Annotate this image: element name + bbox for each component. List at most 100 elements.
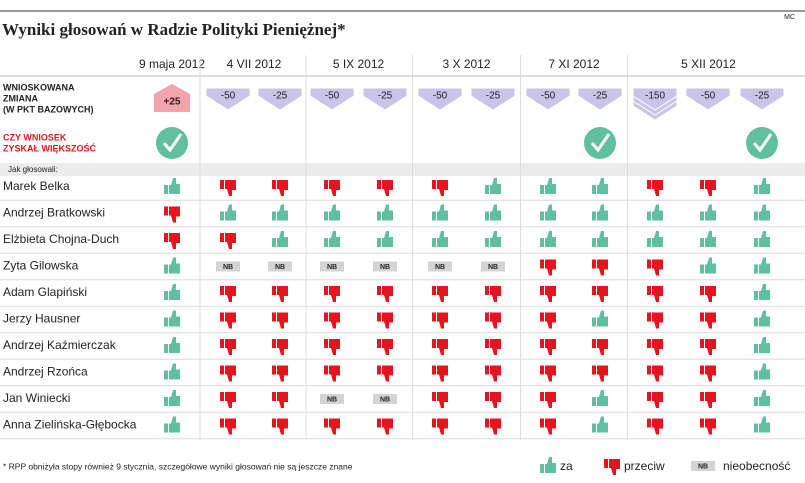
thumb-cuff [647,180,651,189]
thumb-cuff [220,312,224,322]
change-arrow-down [309,87,355,111]
thumb-down [220,312,236,329]
thumb-hand [652,204,663,221]
thumb-hand [545,178,556,194]
thumb-cuff [220,211,224,221]
thumb-cuff [592,259,596,269]
thumb-cuff [485,211,489,221]
thumb-hand [490,312,501,329]
check-mark [752,133,773,153]
thumb-cuff [432,418,436,428]
thumb-cuff [700,365,704,375]
change-arrow-down [362,87,408,111]
meeting-date: 4 VII 2012 [227,57,282,71]
thumb-hand [545,231,556,247]
thumb-hand [329,231,340,247]
thumb-cuff [754,370,758,380]
thumb-up [754,310,770,327]
thumb-hand [705,286,716,302]
thumb-hand [759,337,770,353]
thumb-down [377,180,393,196]
thumb-down [592,259,608,276]
thumb-hand [437,418,448,435]
thumb-cuff [540,339,544,348]
thumb-up [164,310,180,327]
thumb-hand [545,418,556,435]
change-value: -25 [378,91,393,102]
thumb-down [485,339,501,355]
thumb-down [540,339,556,355]
thumb-up [164,390,180,406]
thumb-cuff [377,312,381,322]
thumb-down [700,365,716,382]
change-arrow-down [739,87,785,111]
thumb-cuff [432,339,436,348]
thumb-hand [545,392,556,408]
thumb-hand [490,339,501,355]
change-value: -25 [593,91,608,102]
thumb-hand [597,390,608,406]
change-arrow-down [205,87,251,111]
thumb-down [592,286,608,302]
thumb-up [377,204,393,221]
thumb-hand [225,286,236,302]
thumb-up [272,204,288,221]
thumb-cuff [485,312,489,322]
thumb-cuff [754,344,758,353]
thumb-cuff [754,291,758,300]
thumb-hand [705,257,716,274]
thumb-hand [382,418,393,435]
nb-label: NB [380,396,390,403]
thumb-hand [545,259,556,276]
thumb-cuff [700,312,704,322]
thumb-hand [545,457,556,473]
footnote: * RPP obniżyła stopy również 9 stycznia,… [3,461,353,471]
nb-box [428,261,452,272]
thumb-down [272,418,288,435]
thumb-hand [225,418,236,435]
thumb-cuff [377,286,381,295]
thumb-down [432,339,448,355]
thumb-up [432,204,448,221]
passed-check [746,127,778,159]
thumb-down [272,339,288,355]
thumb-hand [652,418,663,435]
thumb-cuff [485,365,489,375]
thumb-cuff [164,344,168,353]
thumb-hand [597,286,608,302]
member-name: Adam Glapiński [3,285,87,299]
thumb-hand [652,286,663,302]
thumb-hand [382,286,393,302]
thumb-cuff [377,211,381,221]
thumb-hand [490,204,501,221]
thumb-hand [490,365,501,382]
thumb-down [324,180,340,196]
thumb-hand [759,310,770,327]
thumb-up [592,416,608,433]
thumb-hand [169,310,180,327]
passed-check [156,127,188,159]
thumb-hand [382,339,393,355]
nb-label: NB [327,396,337,403]
thumb-cuff [164,397,168,406]
thumb-up [647,231,663,247]
thumb-down [485,392,501,408]
thumb-hand [759,204,770,221]
change-label: ZMIANA [3,93,38,103]
thumb-down [647,392,663,408]
thumb-cuff [700,418,704,428]
member-name: Marek Belka [3,179,70,193]
thumb-hand [652,339,663,355]
thumb-cuff [220,392,224,401]
member-name: Anna Zielińska-Głębocka [3,418,137,432]
thumb-hand [597,310,608,327]
thumb-hand [329,286,340,302]
thumb-hand [545,339,556,355]
thumb-up [592,178,608,194]
change-arrow-down [417,87,463,111]
thumb-cuff [647,365,651,375]
thumb-hand [652,365,663,382]
thumb-cuff [432,180,436,189]
change-arrow-down [257,87,303,111]
thumb-cuff [220,180,224,189]
